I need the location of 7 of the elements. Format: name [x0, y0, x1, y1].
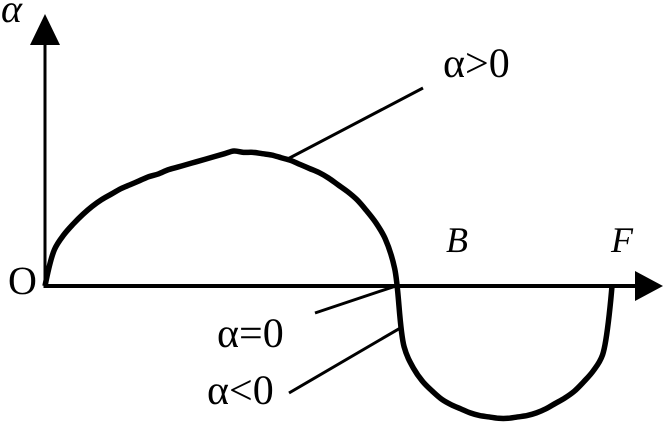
annotation: α<0 [207, 368, 274, 414]
text: α>0 [443, 41, 510, 87]
text: O [8, 258, 37, 303]
annotation: B [446, 220, 468, 260]
x-axis-title: F [610, 220, 634, 260]
annotation: α=0 [217, 311, 284, 357]
y-axis-title: α [1, 0, 23, 31]
